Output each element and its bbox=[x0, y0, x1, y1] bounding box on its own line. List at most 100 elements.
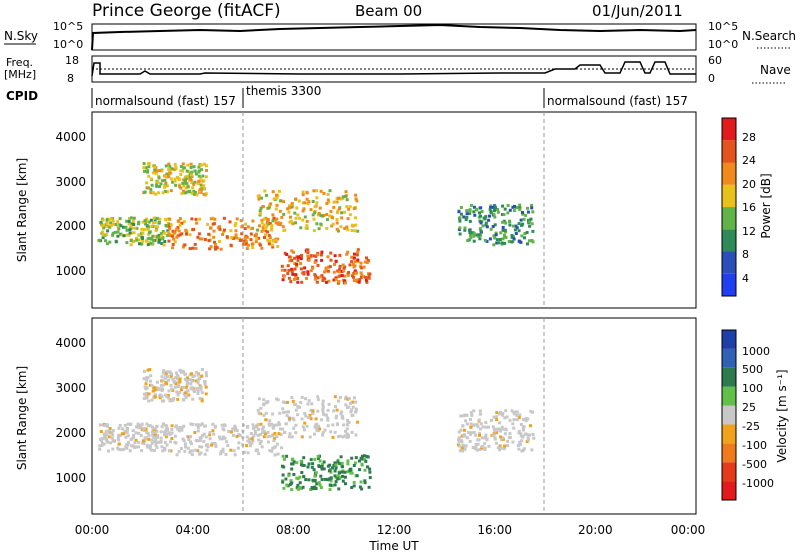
velocity-cell bbox=[341, 474, 345, 478]
power-cell bbox=[272, 217, 276, 220]
power-cell bbox=[326, 265, 330, 269]
velocity-cell bbox=[170, 437, 174, 440]
power-cell bbox=[292, 250, 295, 254]
power-cell bbox=[492, 212, 496, 216]
velocity-cell bbox=[272, 439, 276, 443]
velocity-cell bbox=[313, 432, 316, 436]
power-cell bbox=[184, 229, 188, 233]
power-cell bbox=[169, 223, 173, 227]
velocity-cell bbox=[532, 436, 536, 440]
power-cell bbox=[258, 243, 262, 247]
power-cell bbox=[101, 233, 105, 237]
velocity-cell bbox=[191, 422, 195, 426]
velocity-cell bbox=[518, 440, 522, 444]
velocity-cell bbox=[531, 410, 534, 414]
power-cell bbox=[494, 231, 498, 235]
power-cell bbox=[314, 254, 318, 258]
velocity-cell bbox=[162, 399, 166, 403]
power-cell bbox=[497, 241, 501, 245]
velocity-cell bbox=[352, 480, 356, 484]
power-cell bbox=[470, 203, 473, 207]
power-cell bbox=[525, 231, 529, 234]
velocity-cell bbox=[321, 433, 325, 437]
velocity-cell bbox=[360, 487, 364, 491]
xtick-12: 12:00 bbox=[377, 523, 412, 537]
power-cell bbox=[364, 278, 368, 282]
power-cell bbox=[167, 232, 171, 236]
power-cell bbox=[354, 223, 358, 227]
velocity-cell bbox=[163, 441, 167, 444]
velocity-cell bbox=[233, 453, 237, 457]
velocity-cell bbox=[249, 432, 253, 435]
velocity-cell bbox=[336, 435, 340, 439]
power-cell bbox=[262, 217, 266, 221]
velocity-cell bbox=[134, 445, 138, 449]
velocity-cell bbox=[107, 449, 110, 453]
velocity-cell bbox=[339, 412, 343, 416]
velocity-cell bbox=[212, 432, 216, 436]
velocity-cell bbox=[462, 414, 466, 418]
velocity-cell bbox=[140, 449, 144, 453]
power-cell bbox=[154, 171, 158, 175]
power-cell bbox=[487, 218, 491, 222]
velocity-cell bbox=[472, 409, 476, 413]
velocity-cell bbox=[128, 449, 132, 453]
power-cell bbox=[143, 219, 147, 223]
power-cell bbox=[182, 191, 186, 195]
velocity-cell bbox=[259, 422, 263, 426]
velocity-cell bbox=[254, 425, 258, 429]
power-cell bbox=[501, 226, 505, 229]
power-cell bbox=[138, 242, 141, 246]
vel-cbar-tick-m25: -25 bbox=[742, 420, 760, 433]
velocity-cell bbox=[152, 436, 156, 440]
power-cell bbox=[111, 233, 115, 237]
velocity-cell bbox=[198, 445, 202, 449]
velocity-cell bbox=[499, 446, 503, 450]
velocity-cell bbox=[258, 442, 262, 445]
velocity-cell bbox=[98, 437, 102, 441]
power-cell bbox=[290, 267, 294, 271]
velocity-cell bbox=[354, 400, 358, 404]
velocity-cell bbox=[224, 452, 228, 456]
velocity-cell bbox=[152, 449, 156, 452]
velocity-cell bbox=[177, 429, 181, 433]
velocity-cell bbox=[204, 392, 208, 396]
power-cell bbox=[307, 200, 311, 204]
power-cell bbox=[300, 280, 304, 284]
power-cell bbox=[205, 168, 208, 172]
power-cell bbox=[299, 267, 303, 271]
velocity-cell bbox=[167, 389, 171, 393]
velocity-cell bbox=[148, 368, 152, 371]
power-cell bbox=[501, 204, 505, 208]
noise-right-tick-top: 10^5 bbox=[708, 20, 738, 33]
power-cell bbox=[158, 185, 161, 188]
velocity-ytick-1000: 1000 bbox=[55, 471, 86, 485]
velocity-cell bbox=[524, 419, 528, 423]
velocity-cell bbox=[321, 409, 325, 413]
velocity-cell bbox=[458, 444, 462, 448]
velocity-cell bbox=[329, 430, 333, 434]
power-cell bbox=[519, 218, 523, 222]
power-cell bbox=[200, 237, 204, 241]
power-cell bbox=[482, 216, 486, 220]
velocity-cell bbox=[345, 423, 349, 427]
power-cell bbox=[163, 189, 167, 193]
power-cell bbox=[170, 167, 174, 171]
velocity-cell bbox=[316, 455, 320, 458]
velocity-cell bbox=[159, 439, 163, 443]
velocity-cell bbox=[275, 397, 278, 401]
x-axis-label: Time UT bbox=[368, 539, 419, 553]
power-cell bbox=[299, 226, 303, 230]
power-cell bbox=[151, 234, 155, 238]
velocity-cell bbox=[222, 428, 226, 432]
velocity-cell bbox=[309, 458, 313, 462]
power-cell bbox=[202, 179, 206, 183]
power-cell bbox=[185, 169, 189, 173]
velocity-cell bbox=[319, 474, 323, 478]
power-cell bbox=[275, 196, 279, 200]
power-cell bbox=[120, 233, 124, 237]
velocity-cell bbox=[200, 445, 204, 449]
velocity-cell bbox=[519, 423, 523, 426]
velocity-cell bbox=[336, 423, 340, 427]
power-cell bbox=[161, 236, 165, 239]
